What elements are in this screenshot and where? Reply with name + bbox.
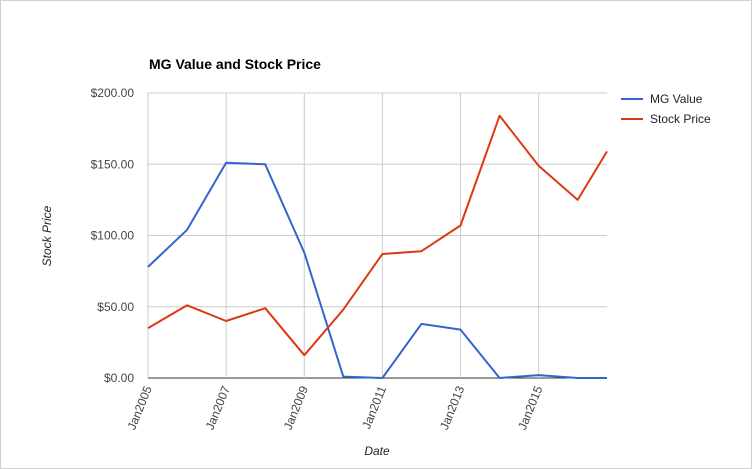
x-tick-label: Jan2013: [437, 384, 467, 432]
x-tick-label: Jan2015: [515, 384, 545, 432]
y-tick-label: $0.00: [104, 371, 134, 385]
y-tick-label: $100.00: [91, 229, 135, 243]
series-lines: [147, 114, 608, 379]
x-tick-label: Jan2007: [203, 384, 233, 432]
legend-label: MG Value: [650, 92, 703, 106]
x-tick-label: Jan2009: [281, 384, 311, 432]
y-tick-label: $50.00: [97, 300, 134, 314]
x-tick-label: Jan2005: [125, 384, 155, 432]
y-axis-title: Stock Price: [40, 205, 54, 266]
series-line-stock-price: [147, 114, 608, 357]
legend: MG Value Stock Price: [621, 92, 711, 126]
series-line-mg-value: [147, 161, 607, 379]
y-tick-label: $150.00: [91, 157, 135, 171]
y-tick-label: $200.00: [91, 86, 135, 100]
x-axis-title: Date: [364, 444, 390, 458]
x-tick-label: Jan2011: [359, 384, 389, 431]
chart-title: MG Value and Stock Price: [149, 56, 321, 72]
y-axis-ticks: $0.00 $50.00 $100.00 $150.00 $200.00: [91, 86, 135, 385]
gridlines: [147, 92, 607, 379]
x-axis-ticks: Jan2005 Jan2007 Jan2009 Jan2011 Jan2013 Jan20…: [125, 384, 546, 432]
legend-label: Stock Price: [650, 112, 711, 126]
